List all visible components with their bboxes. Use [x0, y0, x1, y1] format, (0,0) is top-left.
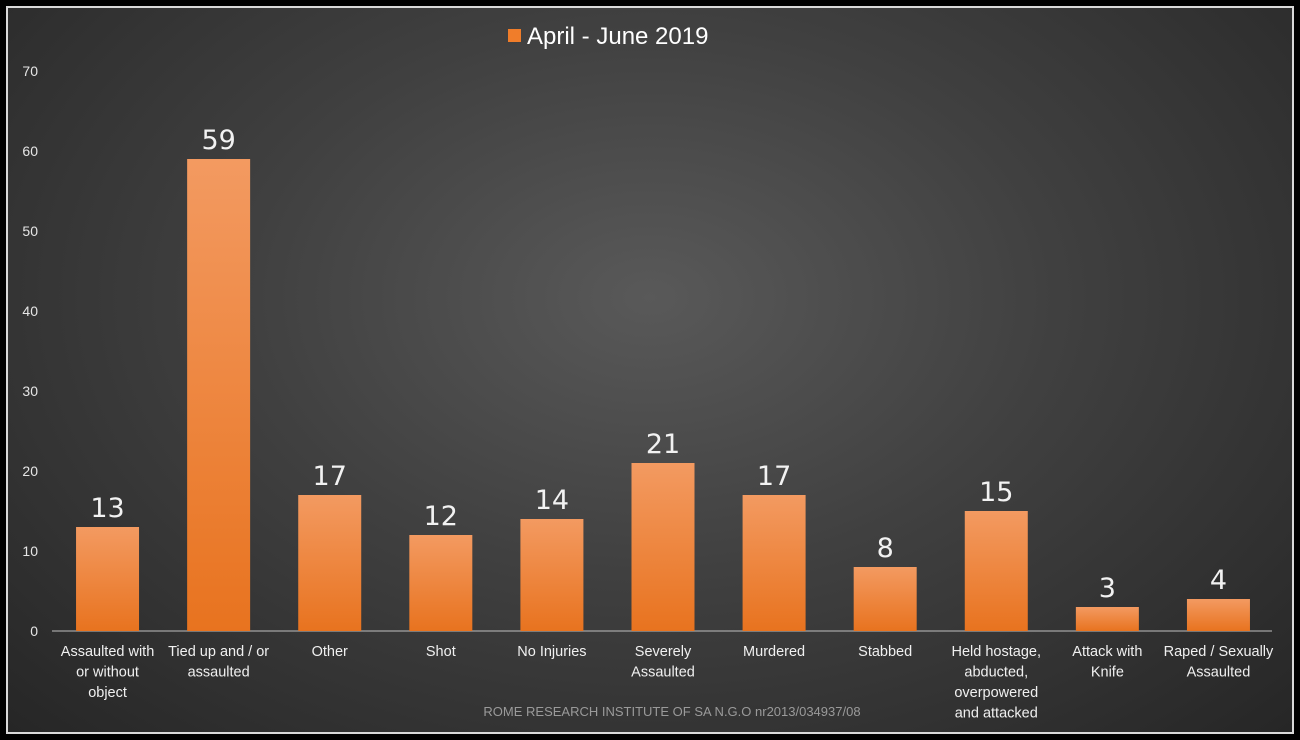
x-tick-label-line: Other [312, 644, 348, 660]
x-tick-label-line: Stabbed [858, 644, 912, 660]
bar [742, 495, 806, 631]
x-tick-label-line: and attacked [955, 706, 1038, 722]
x-tick-label: Assaulted with or without object [61, 644, 155, 701]
x-tick-label-line: object [88, 685, 127, 701]
bar [76, 527, 140, 631]
data-label: 17 [757, 461, 791, 492]
bar [409, 535, 473, 631]
x-tick-label: Attack with Knife [1072, 644, 1142, 681]
data-label: 59 [201, 125, 235, 156]
x-tick-label-line: No Injuries [517, 644, 586, 660]
x-tick-label: No Injuries [517, 644, 586, 660]
data-label: 21 [646, 429, 680, 460]
y-tick-label: 60 [22, 143, 38, 159]
x-tick-label-line: Murdered [743, 644, 805, 660]
data-label: 17 [313, 461, 347, 492]
x-tick-label-line: or without [76, 665, 139, 681]
x-tick-label: Shot [426, 644, 456, 660]
x-tick-label-line: overpowered [954, 685, 1038, 701]
x-tick-label-line: Shot [426, 644, 456, 660]
y-axis: 0 10 20 30 40 50 60 70 [22, 63, 38, 639]
bar [853, 567, 917, 631]
y-tick-label: 70 [22, 63, 38, 79]
x-tick-label: Severely Assaulted [631, 644, 695, 681]
data-label: 13 [90, 493, 124, 524]
y-tick-label: 10 [22, 543, 38, 559]
x-tick-label-line: Raped / Sexually [1164, 644, 1274, 660]
bar [1075, 607, 1139, 631]
x-tick-label-line: assaulted [188, 665, 250, 681]
data-label: 8 [877, 533, 894, 564]
y-tick-label: 0 [30, 623, 38, 639]
y-tick-label: 40 [22, 303, 38, 319]
data-label: 12 [424, 501, 458, 532]
x-tick-label-line: Held hostage, [952, 644, 1041, 660]
y-tick-label: 50 [22, 223, 38, 239]
legend: April - June 2019 [508, 23, 708, 50]
x-tick-label: Stabbed [858, 644, 912, 660]
data-label: 15 [979, 477, 1013, 508]
x-tick-label-line: abducted, [964, 665, 1028, 681]
data-label: 14 [535, 485, 569, 516]
data-label: 4 [1210, 565, 1227, 596]
x-tick-label-line: Assaulted [631, 665, 695, 681]
data-label: 3 [1099, 573, 1116, 604]
y-tick-label: 20 [22, 463, 38, 479]
x-tick-label: Other [312, 644, 348, 660]
x-tick-label-line: Assaulted [1187, 665, 1251, 681]
x-tick-label: Murdered [743, 644, 805, 660]
bar [298, 495, 362, 631]
x-tick-label-line: Attack with [1072, 644, 1142, 660]
x-tick-label: Tied up and / or assaulted [168, 644, 269, 681]
source-note: ROME RESEARCH INSTITUTE OF SA N.G.O nr20… [483, 704, 860, 719]
bar [964, 511, 1028, 631]
bars: 13 59 17 12 14 21 17 8 15 3 4 [76, 125, 1250, 631]
category-labels: Assaulted with or without object Tied up an… [61, 644, 1274, 722]
x-tick-label-line: Knife [1091, 665, 1124, 681]
bar [187, 159, 251, 631]
x-tick-label-line: Assaulted with [61, 644, 155, 660]
bar [520, 519, 584, 631]
legend-label: April - June 2019 [527, 23, 708, 50]
x-tick-label: Raped / Sexually Assaulted [1164, 644, 1274, 681]
x-tick-label-line: Severely [635, 644, 692, 660]
x-tick-label: Held hostage, abducted, overpowered and att… [952, 644, 1041, 722]
x-tick-label-line: Tied up and / or [168, 644, 269, 660]
bar [1186, 599, 1250, 631]
legend-swatch [508, 29, 521, 42]
y-tick-label: 30 [22, 383, 38, 399]
bar [631, 463, 695, 631]
